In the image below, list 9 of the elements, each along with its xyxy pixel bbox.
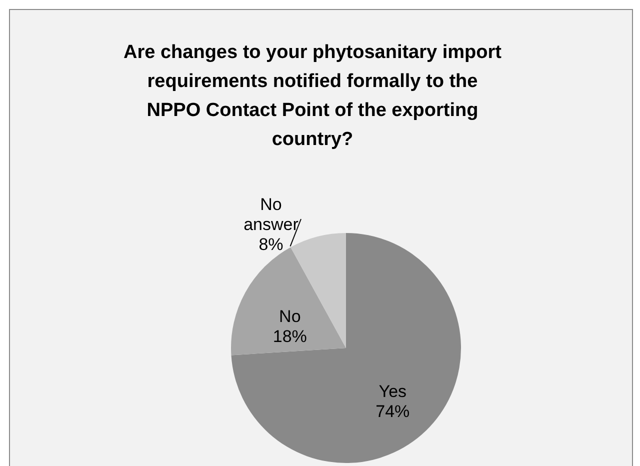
data-label: 74% xyxy=(376,402,410,421)
slice-label: No xyxy=(279,307,301,326)
data-label: 18% xyxy=(272,327,307,346)
data-label: 8% xyxy=(258,235,284,254)
slice-label: Yes xyxy=(378,382,407,401)
pie-slice xyxy=(231,233,461,463)
slice-label: No xyxy=(260,195,282,214)
chart-title: Are changes to your phytosanitary import requirements notified formally to the NPPO Contact Point of the exporting country? xyxy=(124,42,502,150)
category-label: answer xyxy=(244,215,298,234)
